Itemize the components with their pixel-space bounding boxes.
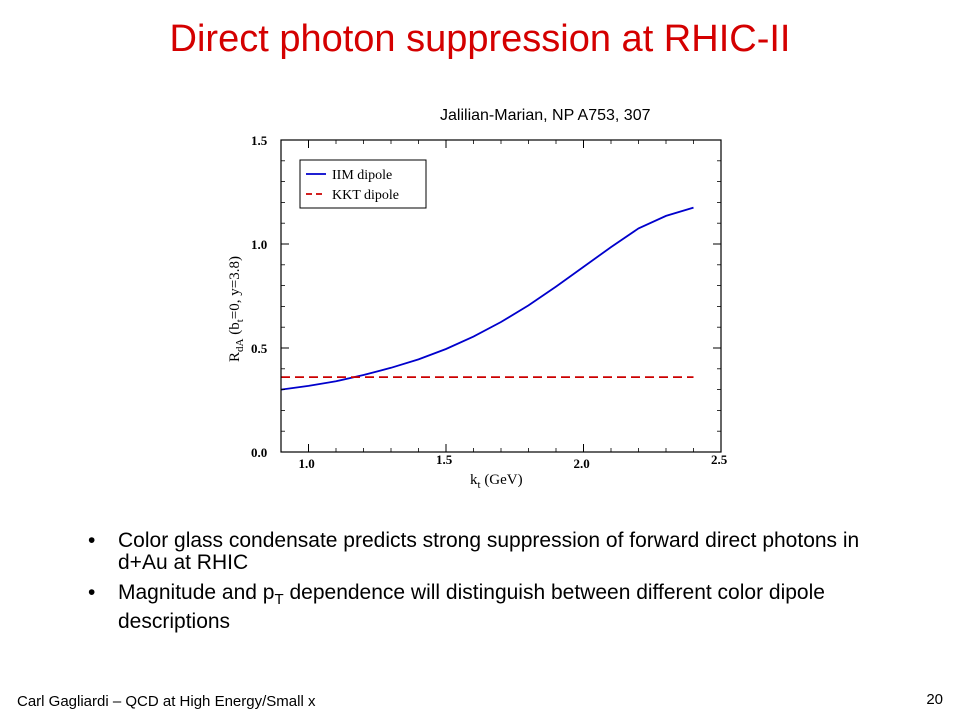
x-tick-label: 2.0 bbox=[574, 456, 590, 471]
x-tick-label: 1.5 bbox=[436, 452, 453, 467]
chart: IIM dipole KKT dipole 0.0 0.5 1.0 1.5 1.0 1.5 2… bbox=[227, 133, 728, 491]
y-axis-label: RdA (bt=0, y=3.8) bbox=[227, 256, 246, 362]
bullet-2-text-after: dependence will distinguish between diff… bbox=[118, 581, 825, 634]
bullet-list: Color glass condensate predicts strong s… bbox=[88, 530, 888, 641]
legend-label: KKT dipole bbox=[332, 188, 399, 203]
legend-box bbox=[299, 159, 427, 209]
slide-title: Direct photon suppression at RHIC-II bbox=[169, 18, 791, 60]
page-number: 20 bbox=[926, 691, 943, 708]
bullet-2-subscript: T bbox=[274, 591, 284, 609]
citation: Jalilian-Marian, NP A753, 307 bbox=[440, 107, 651, 124]
x-tick-label: 1.0 bbox=[299, 456, 315, 471]
footer-author: Carl Gagliardi – QCD at High Energy/Smal… bbox=[17, 693, 316, 710]
bullet-item-1: Color glass condensate predicts strong s… bbox=[88, 530, 888, 574]
y-tick-label: 1.0 bbox=[251, 237, 267, 252]
bullet-2-text-before: Magnitude and p bbox=[118, 581, 275, 604]
series-line-iim-dipole bbox=[280, 206, 694, 391]
bullet-item-2: Magnitude and pT dependence will disting… bbox=[88, 581, 888, 634]
legend-label: IIM dipole bbox=[332, 168, 392, 183]
y-tick-label: 0.5 bbox=[251, 341, 268, 356]
x-tick-label: 2.5 bbox=[711, 452, 728, 467]
y-tick-label: 0.0 bbox=[251, 445, 267, 460]
y-tick-label: 1.5 bbox=[251, 133, 268, 148]
x-axis-label: kt (GeV) bbox=[470, 472, 523, 491]
